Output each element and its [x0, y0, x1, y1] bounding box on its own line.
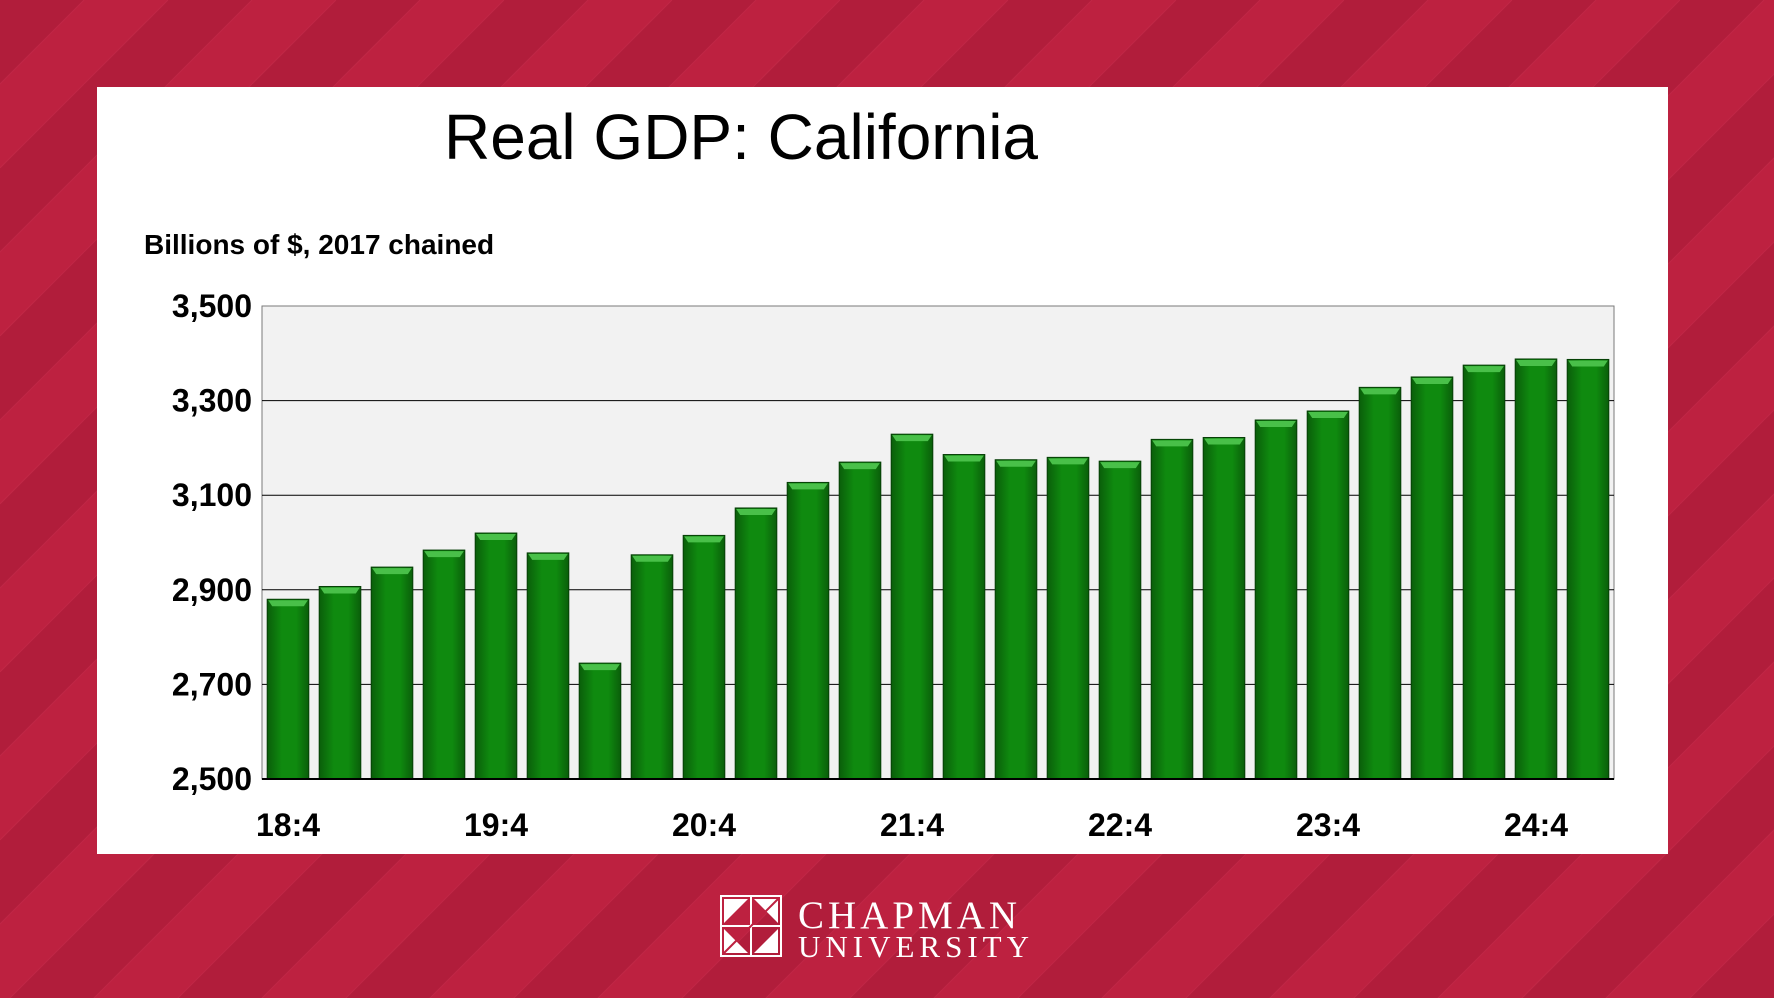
bar-bevel [736, 508, 776, 515]
y-tick-label: 3,300 [172, 383, 252, 419]
bar-23:1 [1150, 438, 1194, 780]
y-tick-label: 3,500 [172, 288, 252, 324]
x-tick-label: 19:4 [464, 807, 528, 843]
x-tick-label: 21:4 [880, 807, 944, 843]
y-tick-label: 2,700 [172, 666, 252, 702]
chart-panel: Real GDP: California Billions of $, 2017… [97, 87, 1668, 854]
bar-20:3 [630, 554, 674, 780]
bar-bevel [1256, 420, 1296, 427]
x-tick-label: 23:4 [1296, 807, 1360, 843]
bar-bevel [1100, 462, 1140, 469]
chapman-university-logo: CHAPMAN UNIVERSITY [720, 893, 1070, 964]
bar-bevel [1568, 360, 1608, 367]
bar-22:4 [1098, 460, 1142, 780]
bar-bevel [1516, 359, 1556, 366]
y-axis-label: Billions of $, 2017 chained [144, 229, 494, 260]
y-tick-label: 2,500 [172, 761, 252, 797]
bar-chart: Real GDP: California Billions of $, 2017… [144, 101, 1615, 843]
bar-24:2 [1410, 376, 1454, 780]
bar-25:1 [1566, 358, 1610, 780]
y-tick-label: 2,900 [172, 572, 252, 608]
bar-bevel [1360, 388, 1400, 395]
bar-bevel [632, 555, 672, 562]
bar-bevel [320, 587, 360, 594]
bar-bevel [840, 463, 880, 470]
bar-20:4 [682, 534, 726, 780]
x-tick-label: 18:4 [256, 807, 320, 843]
bar-bevel [1464, 366, 1504, 373]
bar-19:4 [474, 532, 518, 780]
bar-22:2 [994, 459, 1038, 780]
logo-line-university: UNIVERSITY [798, 929, 1034, 964]
bar-19:2 [370, 566, 414, 780]
bar-bevel [476, 534, 516, 541]
bar-bevel [684, 536, 724, 543]
bar-21:1 [734, 507, 778, 780]
bar-20:1 [526, 552, 570, 780]
bar-23:2 [1202, 436, 1246, 780]
y-tick-label: 3,100 [172, 477, 252, 513]
bar-bevel [944, 455, 984, 462]
bar-bevel [892, 435, 932, 442]
bar-18:4 [266, 598, 310, 780]
bar-22:1 [942, 454, 986, 780]
bar-23:3 [1254, 419, 1298, 780]
bar-bevel [1152, 440, 1192, 447]
bar-22:3 [1046, 456, 1090, 780]
chart-title: Real GDP: California [444, 101, 1038, 173]
bar-bevel [1412, 377, 1452, 384]
bar-bevel [268, 600, 308, 607]
bar-bevel [580, 664, 620, 671]
bar-23:4 [1306, 410, 1350, 780]
bar-bevel [1204, 438, 1244, 445]
bar-bevel [424, 551, 464, 558]
bar-bevel [1048, 458, 1088, 465]
x-tick-label: 24:4 [1504, 807, 1568, 843]
bar-19:3 [422, 549, 466, 780]
x-tick-label: 20:4 [672, 807, 736, 843]
bar-21:3 [838, 461, 882, 780]
bar-24:4 [1514, 358, 1558, 780]
bar-bevel [1308, 412, 1348, 419]
bar-24:3 [1462, 364, 1506, 780]
chapman-window-icon [720, 895, 782, 957]
bar-bevel [528, 553, 568, 560]
bar-bevel [996, 460, 1036, 467]
bar-24:1 [1358, 386, 1402, 780]
bar-21:2 [786, 481, 830, 780]
bar-21:4 [890, 433, 934, 780]
x-tick-label: 22:4 [1088, 807, 1152, 843]
bar-bevel [372, 568, 412, 575]
logo-line-chapman: CHAPMAN [798, 894, 1022, 937]
bar-19:1 [318, 585, 362, 780]
bar-bevel [788, 483, 828, 490]
bar-20:2 [578, 662, 622, 780]
